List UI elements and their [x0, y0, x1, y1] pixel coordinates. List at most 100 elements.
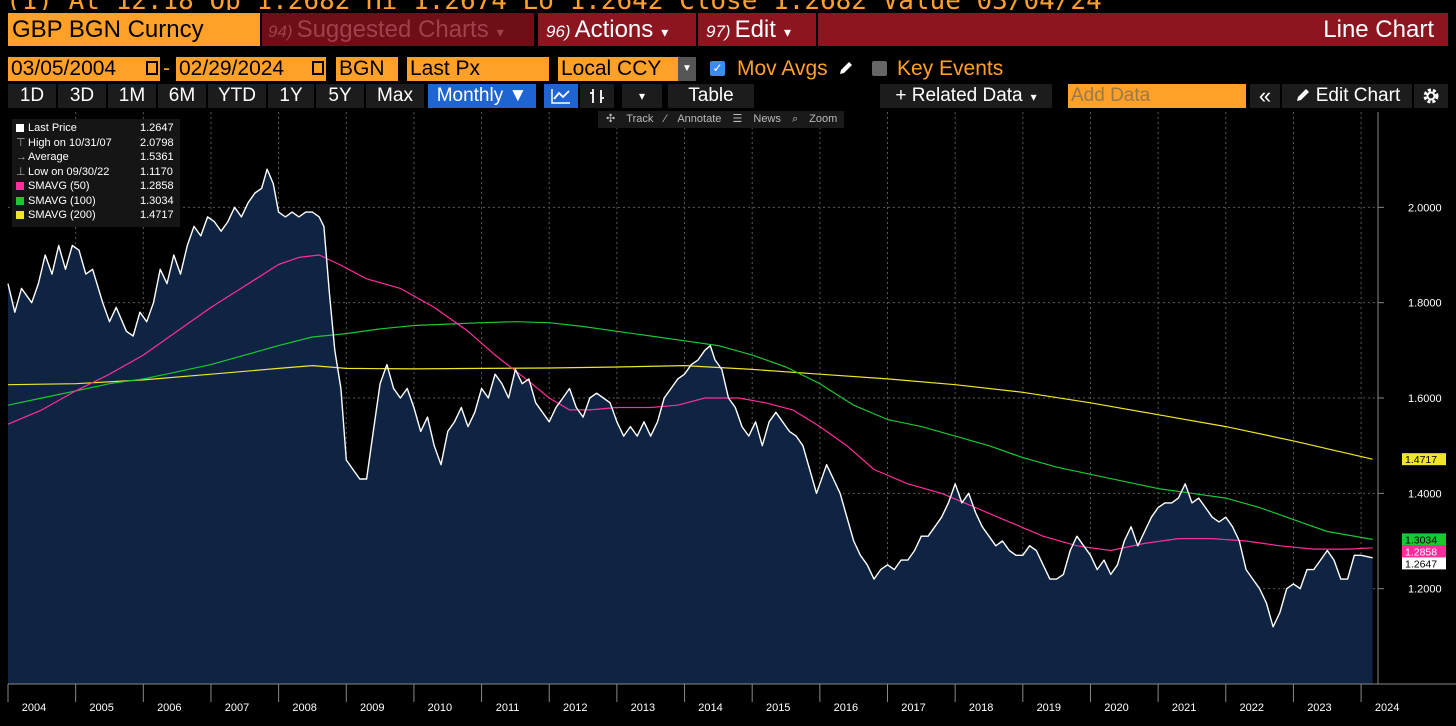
key-events-label: Key Events	[897, 57, 1004, 80]
zoom-label: Zoom	[809, 113, 838, 125]
suggested-charts-button[interactable]: 94) Suggested Charts ▾	[262, 13, 534, 46]
y-tick-label: 1.8000	[1408, 298, 1442, 310]
news-tool[interactable]: ☰ News	[732, 113, 781, 125]
collapse-double-chevron-icon[interactable]: «	[1250, 84, 1280, 108]
last-value-label-bg	[1402, 533, 1446, 546]
legend-swatch	[16, 211, 24, 219]
start-date-input[interactable]: 03/05/2004	[8, 57, 160, 81]
legend-swatch	[16, 182, 24, 190]
legend-name: SMAVG (100)	[28, 194, 96, 207]
x-tick-label: 2012	[563, 702, 587, 714]
x-tick-label: 2008	[292, 702, 316, 714]
y-tick-label: 1.2000	[1408, 584, 1442, 596]
legend-row: SMAVG (100) 1.3034	[12, 194, 180, 209]
currency-select[interactable]: Local CCY ▼	[558, 57, 696, 81]
period-5y-button[interactable]: 5Y	[316, 84, 364, 108]
price-chart[interactable]: 2004 2005 2006 2007 2008 2009 2010 2011 2012 2013…	[0, 112, 1456, 726]
legend-name: Low on 09/30/22	[28, 165, 110, 178]
last-price-line	[7, 168, 1373, 628]
field-input[interactable]: Last Px	[407, 57, 549, 81]
period-6m-button[interactable]: 6M	[158, 84, 206, 108]
chevron-down-icon: ▾	[1030, 90, 1037, 104]
x-tick-label: 2004	[22, 702, 46, 714]
x-tick-label: 2023	[1307, 702, 1331, 714]
x-tick-label: 2024	[1375, 702, 1399, 714]
suggested-charts-number: 94)	[268, 22, 293, 41]
add-data-input[interactable]: Add Data	[1068, 84, 1246, 108]
chart-style-dropdown[interactable]: ▾	[622, 84, 662, 108]
calendar-icon[interactable]	[312, 61, 324, 75]
end-date-input[interactable]: 02/29/2024	[176, 57, 326, 81]
x-tick-label: 2020	[1104, 702, 1128, 714]
last-value-label: 1.2858	[1405, 546, 1437, 558]
mov-avgs-text: Mov Avgs	[737, 57, 828, 80]
last-value-label-bg	[1402, 545, 1446, 558]
cutoff-header-text: (1) At 12:18 Op 1.2682 Hi 1.2674 Lo 1.26…	[6, 0, 1102, 10]
track-tool[interactable]: ✣ Track	[606, 113, 654, 125]
edit-chart-button[interactable]: Edit Chart	[1282, 84, 1412, 108]
last-value-label: 1.3034	[1405, 534, 1437, 546]
legend-swatch	[16, 196, 24, 205]
period-max-button[interactable]: Max	[366, 84, 424, 108]
legend-row: Last Price 1.2647	[12, 121, 180, 136]
legend-name: SMAVG (50)	[28, 180, 90, 192]
table-button[interactable]: Table	[668, 84, 754, 108]
pencil-icon	[1296, 89, 1309, 101]
period-1y-button[interactable]: 1Y	[268, 84, 314, 108]
price-area	[8, 169, 1373, 684]
legend-value: 1.1170	[140, 165, 173, 178]
x-tick-label: 2006	[157, 702, 181, 714]
chevron-down-icon: ▾	[496, 24, 504, 40]
calendar-icon[interactable]	[146, 61, 158, 75]
bar-chart-icon-button[interactable]	[580, 84, 614, 108]
period-ytd-button[interactable]: YTD	[208, 84, 266, 108]
zoom-tool[interactable]: ⌕ Zoom	[791, 113, 838, 125]
pencil-icon[interactable]	[837, 59, 855, 77]
suggested-charts-label: Suggested Charts	[296, 16, 489, 43]
annotate-label: Annotate	[677, 113, 722, 125]
period-1m-button[interactable]: 1M	[108, 84, 156, 108]
low-marker-icon: ⊥	[16, 165, 26, 178]
chart-mini-toolbar: ✣ Track ∕ Annotate ☰ News ⌕ Zoom	[598, 111, 844, 128]
last-value-label: 1.4717	[1405, 454, 1437, 466]
x-tick-label: 2014	[698, 702, 722, 714]
chevron-down-icon: ▾	[783, 24, 791, 40]
x-tick-label: 2017	[901, 702, 925, 714]
mov-avgs-checkbox[interactable]: ✓	[710, 61, 725, 76]
currency-value: Local CCY	[561, 57, 662, 80]
line-chart-icon	[551, 89, 570, 104]
legend-swatch	[16, 124, 24, 132]
legend-name: SMAVG (200)	[28, 209, 96, 221]
legend-value: 1.3034	[140, 194, 174, 207]
edit-number: 97)	[706, 22, 731, 41]
frequency-select[interactable]: Monthly ▼	[428, 84, 536, 108]
x-tick-label: 2013	[631, 702, 655, 714]
key-events-checkbox[interactable]	[872, 61, 887, 76]
period-3d-button[interactable]: 3D	[58, 84, 106, 108]
legend-name: Last Price	[28, 122, 77, 134]
last-value-label-bg	[1402, 453, 1446, 466]
related-data-menu[interactable]: + Related Data ▾	[880, 84, 1052, 108]
average-marker-icon: →	[16, 151, 27, 163]
gear-button[interactable]	[1414, 84, 1448, 108]
edit-menu[interactable]: 97) Edit ▾	[698, 13, 816, 46]
y-tick-label: 2.0000	[1408, 202, 1442, 214]
price-area-fill	[8, 169, 1373, 684]
line-chart-icon-button[interactable]	[544, 84, 578, 108]
actions-menu[interactable]: 96) Actions ▾	[538, 13, 696, 46]
chart-axes: 2004 2005 2006 2007 2008 2009 2010 2011 2012 2013…	[7, 112, 1456, 714]
chevron-down-icon[interactable]: ▼	[678, 57, 696, 81]
chart-series	[7, 168, 1373, 628]
track-label: Track	[626, 113, 654, 125]
pricing-source-input[interactable]: BGN	[336, 57, 398, 81]
y-tick-label: 1.4000	[1408, 488, 1442, 500]
start-date-value: 03/05/2004	[11, 57, 117, 80]
security-field[interactable]: GBP BGN Curncy	[8, 13, 260, 46]
cutoff-header: (1) At 12:18 Op 1.2682 Hi 1.2674 Lo 1.26…	[0, 0, 1456, 10]
x-tick-label: 2010	[428, 702, 452, 714]
period-1d-button[interactable]: 1D	[8, 84, 56, 108]
sma-50-line	[7, 254, 1373, 552]
annotate-tool[interactable]: ∕ Annotate	[664, 113, 722, 125]
mov-avgs-label: Mov Avgs	[737, 57, 855, 81]
